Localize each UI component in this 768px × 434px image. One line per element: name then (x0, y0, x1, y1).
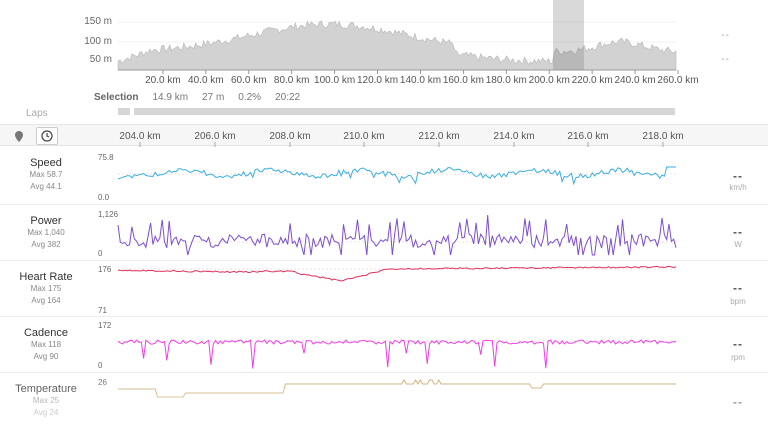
distance-axis-label: 214.0 km (493, 131, 534, 142)
elevation-overview-chart[interactable]: 20.0 km 40.0 km 60.0 km 80.0 km 100.0 km 120.… (0, 0, 768, 92)
overview-x-tick-label: 80.0 km (274, 75, 310, 86)
temperature-row[interactable]: Temperature Max 25 Avg 24 26 -- (0, 373, 768, 434)
power-label-block: Power Max 1,040 Avg 382 (0, 205, 92, 251)
selection-grade: 0.2% (238, 92, 262, 103)
lap-bar[interactable] (118, 108, 130, 115)
overview-x-tick-label: 60.0 km (231, 75, 267, 86)
power-row[interactable]: Power Max 1,040 Avg 382 1,126 0 -- W (0, 205, 768, 261)
power-scale-max: 1,126 (98, 210, 119, 219)
distance-axis-label: 206.0 km (194, 131, 235, 142)
selection-label: Selection (94, 92, 139, 103)
power-max: Max 1,040 (27, 228, 65, 237)
overview-x-tick-label: 260.0 km (657, 75, 698, 86)
overview-y-tick: 150 m (84, 16, 112, 27)
speed-scale-min: 0.0 (98, 193, 110, 202)
temperature-line (118, 378, 676, 398)
speed-value: -- (733, 169, 743, 183)
heart-rate-row[interactable]: Heart Rate Max 175 Avg 164 176 71 -- bpm (0, 261, 768, 317)
elevation-area (117, 20, 677, 71)
heart-rate-unit: bpm (730, 297, 746, 306)
cadence-label-block: Cadence Max 118 Avg 90 (0, 317, 92, 363)
overview-y-tick: 100 m (84, 36, 112, 47)
power-title: Power (30, 215, 62, 227)
selection-time: 20:22 (275, 92, 301, 103)
speed-label-block: Speed Max 58.7 Avg 44.1 (0, 147, 92, 193)
distance-axis-label: 212.0 km (418, 131, 459, 142)
overview-readout: -- (721, 30, 730, 41)
heart-rate-label-block: Heart Rate Max 175 Avg 164 (0, 261, 92, 307)
temperature-value: -- (733, 395, 743, 409)
distance-axis-label: 208.0 km (269, 131, 310, 142)
laps-label: Laps (26, 108, 48, 119)
selection-summary: Selection 14.9 km 27 m 0.2% 20:22 (94, 92, 300, 103)
overview-y-tick: 50 m (90, 54, 112, 65)
power-line (117, 215, 677, 256)
power-trace[interactable] (0, 205, 768, 261)
cadence-line (117, 339, 677, 369)
overview-x-ticks: 20.0 km 40.0 km 60.0 km 80.0 km 100.0 km 120.… (145, 70, 699, 86)
temperature-trace[interactable] (0, 373, 768, 434)
distance-axis-label: 204.0 km (119, 131, 160, 142)
selection-highlight[interactable] (553, 0, 584, 70)
time-mode-button[interactable] (36, 127, 58, 145)
power-scale-min: 0 (98, 249, 103, 258)
power-value: -- (733, 225, 743, 239)
overview-readout: -- (721, 54, 730, 65)
lap-bar[interactable] (134, 108, 675, 115)
cadence-trace[interactable] (0, 317, 768, 373)
distance-axis-label: 210.0 km (343, 131, 384, 142)
overview-x-tick-label: 120.0 km (357, 75, 398, 86)
cadence-max: Max 118 (30, 340, 62, 349)
speed-max: Max 58.7 (29, 170, 63, 179)
map-pin-icon (15, 130, 23, 142)
speed-row[interactable]: Speed Max 58.7 Avg 44.1 75.8 0.0 -- km/h (0, 147, 768, 205)
overview-x-tick-label: 20.0 km (145, 75, 181, 86)
overview-x-tick-label: 220.0 km (572, 75, 613, 86)
heart-rate-max: Max 175 (30, 284, 62, 293)
distance-mode-button[interactable] (8, 127, 30, 145)
heart-rate-title: Heart Rate (19, 271, 73, 283)
overview-x-tick-label: 100.0 km (314, 75, 355, 86)
overview-x-tick-label: 180.0 km (486, 75, 527, 86)
overview-x-tick-label: 240.0 km (615, 75, 656, 86)
heart-rate-scale-max: 176 (98, 265, 112, 274)
cadence-scale-max: 172 (98, 321, 112, 330)
heart-rate-trace[interactable] (0, 261, 768, 317)
elevation-overview[interactable]: 20.0 km 40.0 km 60.0 km 80.0 km 100.0 km 120.… (0, 0, 768, 122)
cadence-title: Cadence (23, 327, 69, 339)
distance-axis: 204.0 km 206.0 km 208.0 km 210.0 km 212.0 km… (119, 131, 684, 147)
overview-x-tick-label: 40.0 km (188, 75, 224, 86)
heart-rate-avg: Avg 164 (31, 296, 61, 305)
cadence-scale-min: 0 (98, 361, 103, 370)
heartrate-line (117, 265, 677, 282)
power-unit: W (734, 240, 742, 249)
clock-icon (41, 130, 53, 142)
speed-avg: Avg 44.1 (30, 182, 62, 191)
power-avg: Avg 382 (31, 240, 61, 249)
speed-line (117, 166, 676, 186)
overview-x-tick-label: 140.0 km (400, 75, 441, 86)
speed-title: Speed (30, 157, 62, 169)
speed-scale-max: 75.8 (98, 153, 114, 162)
cadence-value: -- (733, 337, 743, 351)
distance-axis-label: 216.0 km (567, 131, 608, 142)
cadence-unit: rpm (731, 353, 745, 362)
heart-rate-scale-min: 71 (98, 306, 107, 315)
cadence-row[interactable]: Cadence Max 118 Avg 90 172 0 -- rpm (0, 317, 768, 373)
overview-x-tick-label: 160.0 km (443, 75, 484, 86)
speed-trace[interactable] (0, 147, 768, 205)
distance-axis-label: 218.0 km (642, 131, 683, 142)
selection-elevation: 27 m (202, 92, 225, 103)
overview-x-tick-label: 200.0 km (529, 75, 570, 86)
speed-unit: km/h (729, 183, 747, 192)
cadence-avg: Avg 90 (33, 352, 59, 361)
graph-toolbar: 204.0 km 206.0 km 208.0 km 210.0 km 212.0 km… (0, 124, 768, 147)
heart-rate-value: -- (733, 281, 743, 295)
selection-distance: 14.9 km (152, 92, 189, 103)
